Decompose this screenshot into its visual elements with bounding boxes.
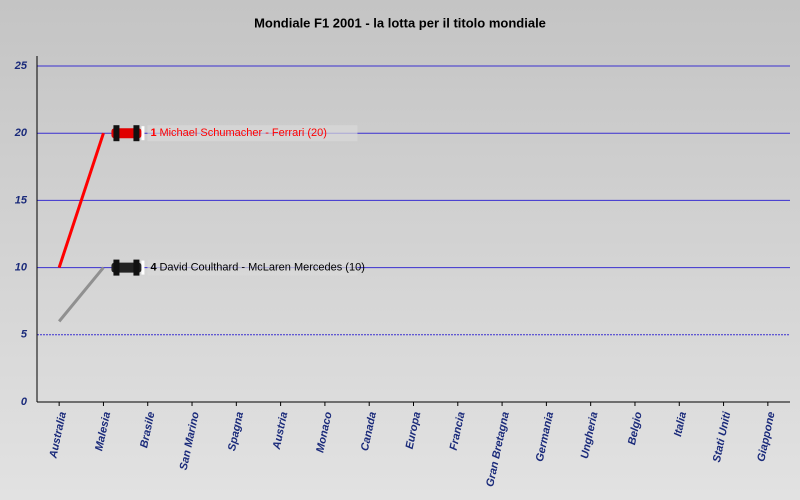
y-tick-label: 20 bbox=[14, 127, 28, 139]
series-line bbox=[57, 132, 105, 269]
y-tick-label: 15 bbox=[15, 194, 28, 206]
y-tick-label: 25 bbox=[14, 60, 28, 72]
x-tick-label: Italia bbox=[672, 411, 689, 438]
car-wheel bbox=[133, 125, 140, 142]
series-line bbox=[57, 266, 105, 323]
series-label: David Coulthard - McLaren Mercedes (10) bbox=[159, 262, 364, 274]
car-wheel bbox=[133, 259, 140, 276]
car-icon bbox=[111, 259, 145, 276]
chart-title: Mondiale F1 2001 - la lotta per il titol… bbox=[254, 15, 546, 30]
label-bg bbox=[147, 125, 358, 142]
y-tick-label: 5 bbox=[21, 329, 28, 341]
car-wheel bbox=[113, 259, 120, 276]
series-position: 1 bbox=[150, 127, 156, 139]
car-wing bbox=[141, 260, 145, 275]
series-position: 4 bbox=[150, 262, 157, 274]
car-wing bbox=[141, 126, 145, 141]
car-icon bbox=[111, 125, 145, 142]
series-label: Michael Schumacher - Ferrari (20) bbox=[159, 127, 326, 139]
car-wheel bbox=[113, 125, 120, 142]
y-tick-label: 10 bbox=[15, 262, 28, 274]
label-bg bbox=[147, 259, 358, 276]
y-tick-label: 0 bbox=[21, 396, 28, 408]
